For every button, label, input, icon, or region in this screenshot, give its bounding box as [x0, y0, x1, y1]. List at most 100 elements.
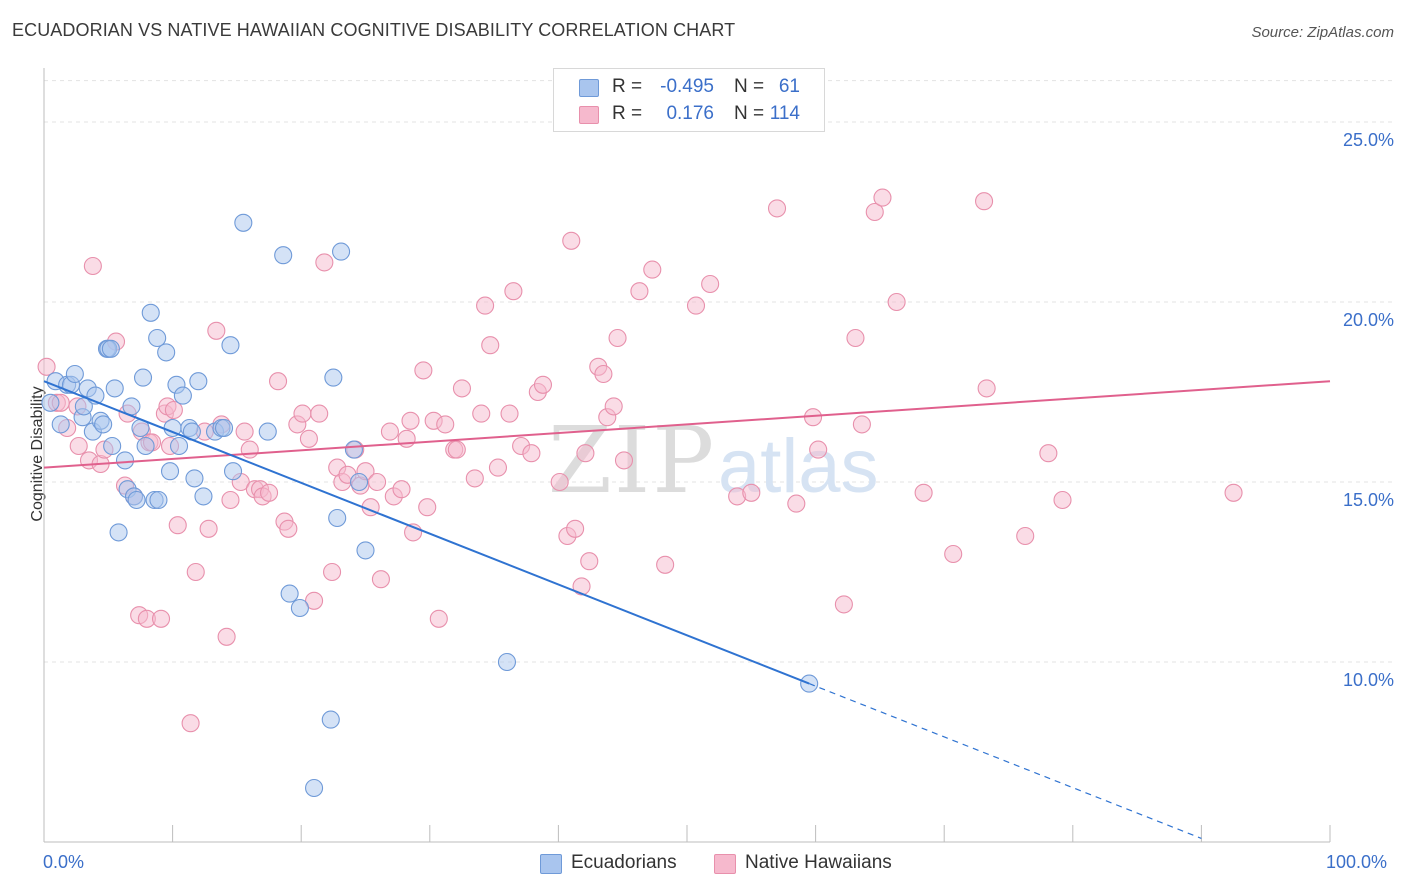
- data-point: [207, 321, 226, 340]
- data-point: [157, 343, 176, 362]
- data-point: [194, 487, 213, 506]
- data-point: [214, 418, 234, 438]
- data-point: [701, 274, 720, 294]
- trend-line-ecuadorians-extrapolated: [808, 683, 1202, 839]
- data-point: [293, 404, 312, 423]
- data-point: [164, 400, 183, 420]
- data-point: [37, 357, 56, 376]
- data-point: [109, 523, 128, 542]
- data-point: [429, 609, 448, 628]
- legend-r-label: R =: [612, 76, 643, 97]
- data-point: [65, 364, 84, 384]
- source-credit: Source: ZipAtlas.com: [1251, 24, 1394, 41]
- data-point: [127, 490, 146, 510]
- data-point: [315, 253, 334, 272]
- data-point: [562, 231, 581, 250]
- data-point: [852, 415, 871, 434]
- data-point: [476, 296, 495, 315]
- y-tick-label: 25.0%: [1342, 130, 1394, 150]
- data-point: [500, 404, 519, 423]
- data-point: [189, 372, 208, 391]
- data-point: [604, 397, 623, 416]
- data-point: [169, 436, 189, 456]
- data-point: [944, 544, 963, 564]
- data-point: [686, 296, 706, 315]
- data-point: [418, 498, 437, 517]
- data-point: [259, 483, 279, 502]
- data-point: [572, 577, 591, 596]
- y-tick-label: 15.0%: [1342, 490, 1394, 510]
- data-point: [258, 422, 277, 441]
- data-point: [522, 444, 541, 463]
- data-point: [240, 440, 259, 459]
- x-tick-label-max: 100.0%: [1326, 852, 1388, 872]
- data-point: [566, 519, 585, 538]
- legend-label-native-hawaiians: Native Hawaiians: [745, 852, 892, 873]
- data-point: [235, 422, 254, 441]
- data-point: [594, 364, 613, 384]
- data-point: [148, 328, 167, 348]
- data-point: [608, 328, 627, 348]
- legend-r-label: R =: [612, 103, 643, 124]
- data-point: [185, 469, 204, 488]
- data-point: [290, 598, 309, 618]
- data-point: [809, 440, 828, 459]
- data-point: [873, 188, 892, 207]
- legend-n-value: 61: [778, 76, 800, 97]
- trend-lines: [43, 380, 1331, 839]
- data-point: [452, 379, 472, 398]
- data-point: [1016, 526, 1035, 546]
- data-point: [465, 469, 484, 488]
- data-point: [488, 458, 508, 477]
- data-point: [115, 451, 135, 470]
- data-point: [274, 246, 293, 265]
- data-point: [94, 415, 113, 434]
- legend-label-ecuadorians: Ecuadorians: [571, 852, 677, 873]
- legend-n-value: 114: [769, 103, 800, 124]
- data-point: [305, 778, 324, 798]
- data-point: [223, 462, 243, 481]
- data-point: [380, 422, 399, 441]
- data-point: [742, 483, 761, 502]
- chart-title: ECUADORIAN VS NATIVE HAWAIIAN COGNITIVE …: [12, 20, 736, 40]
- data-point: [392, 480, 411, 499]
- data-point: [371, 570, 390, 589]
- data-point: [643, 260, 662, 279]
- data-point: [186, 562, 205, 582]
- data-point: [1053, 490, 1072, 510]
- data-point: [181, 714, 200, 733]
- data-point: [576, 444, 595, 463]
- data-point: [914, 483, 933, 502]
- legend-r-value: -0.495: [660, 76, 714, 97]
- series-native-hawaiians: [37, 188, 1243, 733]
- data-point: [234, 213, 253, 232]
- data-point: [1039, 444, 1058, 463]
- legend-swatch-ecuadorians: [540, 854, 562, 874]
- data-point: [136, 436, 155, 456]
- data-point: [279, 519, 298, 538]
- data-point: [269, 372, 288, 391]
- data-point: [321, 710, 340, 729]
- data-point: [332, 242, 351, 261]
- y-tick-label: 20.0%: [1342, 310, 1394, 330]
- data-point: [550, 472, 569, 492]
- data-point: [580, 552, 599, 571]
- legend-row-native-hawaiians: R = 0.176 N = 114: [554, 101, 824, 127]
- data-point: [865, 202, 884, 222]
- data-point: [141, 303, 160, 322]
- data-point: [280, 584, 299, 603]
- data-point: [83, 256, 102, 276]
- data-point: [834, 595, 853, 614]
- x-tick-label-min: 0.0%: [43, 852, 85, 872]
- data-point: [977, 379, 996, 398]
- data-point: [51, 415, 70, 434]
- data-point: [133, 368, 153, 387]
- data-point: [173, 386, 192, 405]
- trend-line-ecuadorians: [43, 380, 810, 685]
- data-point: [356, 541, 375, 560]
- legend-row-ecuadorians: R = -0.495 N = 61: [554, 74, 824, 100]
- data-point: [221, 336, 240, 355]
- data-point: [614, 451, 634, 470]
- data-point: [69, 436, 88, 456]
